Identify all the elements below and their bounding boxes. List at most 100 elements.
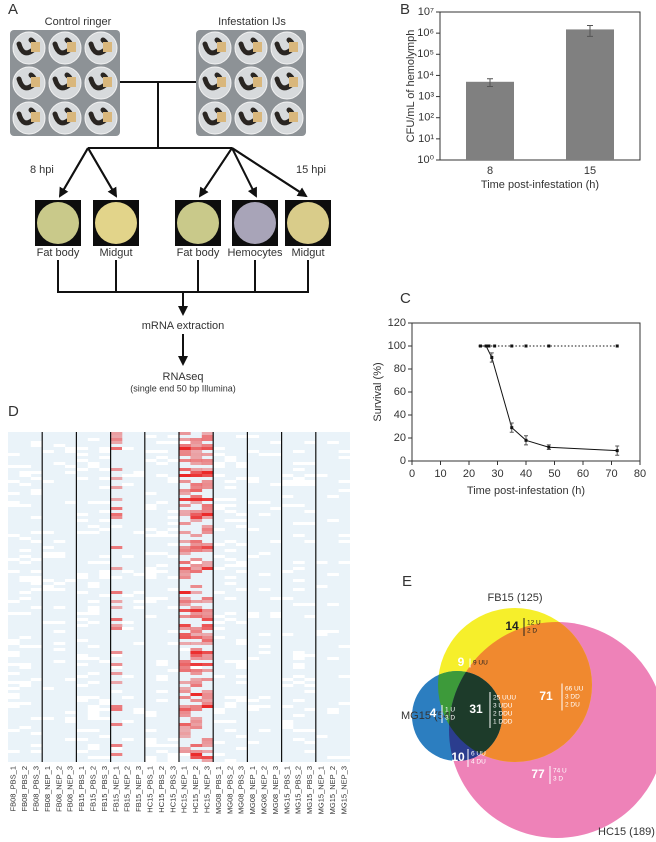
heatmap-cell: [201, 663, 214, 666]
heatmap-cell: [30, 582, 43, 585]
heatmap-cell: [110, 513, 123, 516]
heatmap-cell: [53, 552, 66, 555]
y-axis-label: CFU/mL of hemolymph: [405, 30, 417, 143]
region-breakdown: 12 U: [527, 620, 541, 627]
column-label: HC15_NEP_1: [180, 766, 189, 813]
heatmap-cell: [236, 666, 248, 669]
heatmap-cell: [87, 621, 100, 624]
y-tick-label: 10⁷: [418, 6, 434, 18]
heatmap-cell: [179, 498, 191, 501]
heatmap-cell: [179, 648, 191, 651]
region-breakdown: 74 U: [553, 768, 567, 775]
heatmap-cell: [201, 474, 214, 477]
heatmap-cell: [122, 696, 134, 699]
heatmap-cell: [293, 522, 305, 525]
heatmap-cell: [99, 477, 111, 480]
food: [217, 42, 226, 52]
heatmap-cell: [144, 714, 157, 717]
heatmap-cell: [190, 540, 203, 543]
y-tick-label: 60: [394, 386, 406, 398]
heatmap-cell: [76, 654, 89, 657]
heatmap-cell: [247, 501, 260, 504]
heatmap-cell: [42, 687, 54, 690]
heatmap-cell: [156, 699, 168, 702]
heatmap-cell: [110, 651, 123, 654]
bar: [566, 29, 614, 160]
time-label: 8 hpi: [30, 164, 54, 176]
heatmap-cell: [190, 471, 203, 474]
heatmap-cell: [156, 450, 168, 453]
heatmap-cell: [281, 474, 294, 477]
heatmap-cell: [190, 753, 203, 756]
heatmap-cell: [236, 561, 248, 564]
heatmap-cell: [213, 621, 225, 624]
heatmap-cell: [201, 738, 214, 741]
heatmap-cell: [8, 672, 20, 675]
heatmap-cell: [122, 720, 134, 723]
panel-label: E: [402, 573, 412, 590]
heatmap-cell: [190, 657, 203, 660]
heatmap-cell: [236, 696, 248, 699]
food: [253, 77, 262, 87]
heatmap-cell: [327, 657, 339, 660]
heatmap-cell: [224, 459, 237, 462]
heatmap-cell: [99, 573, 111, 576]
heatmap-cell: [190, 438, 203, 441]
region-count: 71: [539, 689, 553, 703]
y-tick-label: 0: [400, 455, 406, 467]
heatmap-cell: [224, 618, 237, 621]
heatmap-cell: [110, 708, 123, 711]
heatmap-cell: [201, 498, 214, 501]
heatmap-cell: [213, 453, 225, 456]
heatmap-cell: [110, 705, 123, 708]
point: [615, 344, 619, 348]
heatmap-cell: [76, 699, 89, 702]
heatmap-cell: [167, 756, 180, 759]
heatmap-cell: [133, 642, 146, 645]
heatmap-cell: [338, 456, 351, 459]
heatmap-cell: [19, 555, 32, 558]
heatmap-cell: [144, 738, 157, 741]
heatmap-cell: [201, 693, 214, 696]
heatmap-cell: [201, 756, 214, 759]
heatmap-cell: [304, 480, 317, 483]
heatmap-cell: [179, 546, 191, 549]
heatmap-cell: [110, 672, 123, 675]
heatmap-cell: [76, 729, 89, 732]
heatmap-cell: [304, 750, 317, 753]
heatmap-cell: [201, 513, 214, 516]
heatmap-cell: [179, 570, 191, 573]
panel-b: B 10⁰ 10¹ 10² 10³ 10⁴ 10⁵ 10⁶ 10⁷ 8 15 Time post-in…: [400, 1, 641, 191]
heatmap-cell: [201, 624, 214, 627]
heatmap-cell: [8, 696, 20, 699]
heatmap-cell: [190, 600, 203, 603]
heatmap-cell: [201, 432, 214, 435]
region-count: 77: [531, 767, 545, 781]
food: [217, 112, 226, 122]
heatmap-cell: [327, 756, 339, 759]
heatmap-cell: [247, 741, 260, 744]
line: [480, 345, 618, 452]
heatmap-cell: [110, 666, 123, 669]
heatmap-cell: [190, 636, 203, 639]
heatmap-cell: [122, 447, 134, 450]
heatmap-cell: [213, 465, 225, 468]
heatmap-cell: [167, 528, 180, 531]
column-label: FB15_PBS_2: [88, 766, 97, 811]
heatmap-cell: [156, 663, 168, 666]
heatmap-cell: [156, 534, 168, 537]
heatmap-cell: [201, 609, 214, 612]
column-label: MG15_NEP_1: [316, 766, 325, 814]
x-axis-label: Time post-infestation (h): [467, 485, 585, 497]
heatmap-cell: [293, 738, 305, 741]
column-label: MG08_NEP_3: [271, 766, 280, 814]
arrow: [198, 147, 233, 198]
x-tick-label: 60: [577, 468, 589, 480]
heatmap-cell: [87, 711, 100, 714]
heatmap-cell: [179, 522, 191, 525]
heatmap-cell: [179, 504, 191, 507]
heatmap-cell: [201, 741, 214, 744]
heatmap-cell: [19, 591, 32, 594]
heatmap-cell: [258, 552, 271, 555]
